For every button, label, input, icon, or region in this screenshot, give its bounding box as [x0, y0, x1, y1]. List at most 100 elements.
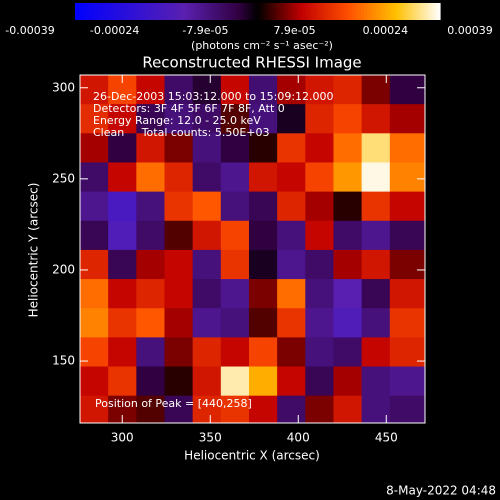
colorbar-swatch — [178, 3, 183, 20]
colorbar-swatch — [172, 3, 176, 20]
colorbar-swatch — [199, 3, 204, 20]
colorbar-swatch — [312, 3, 316, 20]
heatmap-cell — [305, 308, 334, 338]
colorbar-swatch — [233, 3, 237, 20]
heatmap-cell — [108, 279, 137, 309]
heatmap-cell — [277, 337, 306, 368]
heatmap-cell — [389, 104, 425, 134]
colorbar-swatch — [257, 3, 262, 20]
colorbar-swatch — [169, 3, 173, 20]
heatmap-cell — [389, 162, 425, 193]
heatmap-cell — [136, 308, 165, 338]
heatmap-cell — [220, 162, 250, 193]
heatmap-cell — [305, 191, 334, 222]
colorbar-swatch — [363, 3, 368, 20]
heatmap-cell — [108, 220, 137, 251]
heatmap-cell — [389, 133, 425, 163]
colorbar-swatch — [205, 3, 210, 20]
colorbar-tick-label: 0.00039 — [447, 24, 493, 37]
heatmap-cell — [333, 104, 363, 134]
heatmap-cell — [389, 279, 425, 309]
heatmap-cell — [108, 308, 137, 338]
heatmap-cell — [136, 337, 165, 368]
colorbar-swatch — [315, 3, 319, 20]
colorbar-swatch — [388, 3, 392, 20]
colorbar-swatch — [144, 3, 149, 20]
colorbar-swatch — [376, 3, 380, 20]
colorbar-swatch — [360, 3, 365, 20]
heatmap-cell — [248, 162, 278, 193]
heatmap-cell — [361, 104, 391, 134]
colorbar-swatch — [330, 3, 335, 20]
colorbar-swatch — [418, 3, 423, 20]
colorbar-swatch — [424, 3, 429, 20]
colorbar-swatch — [266, 3, 271, 20]
y-tick-label: 200 — [52, 262, 75, 276]
heatmap-cell — [192, 366, 222, 397]
heatmap-cell — [389, 75, 425, 105]
colorbar-swatch — [184, 3, 189, 20]
colorbar-swatch — [138, 3, 143, 20]
heatmap-cell — [164, 249, 194, 280]
heatmap-cell — [277, 308, 306, 338]
x-tick-label: 450 — [375, 431, 398, 445]
heatmap-cell — [277, 279, 306, 309]
colorbar-tick-label: -0.00039 — [5, 24, 54, 37]
heatmap-cell — [164, 104, 194, 134]
colorbar-swatch — [427, 3, 432, 20]
colorbar-swatch — [160, 3, 164, 20]
colorbar-swatch — [90, 3, 94, 20]
heatmap-cell — [220, 220, 250, 251]
heatmap-cell — [80, 249, 109, 280]
colorbar-swatch — [157, 3, 161, 20]
x-tick-label: 300 — [111, 431, 134, 445]
heatmap-cell — [248, 308, 278, 338]
colorbar-swatch — [294, 3, 298, 20]
colorbar-swatch — [297, 3, 301, 20]
heatmap-cell — [305, 337, 334, 368]
colorbar-swatch — [214, 3, 219, 20]
heatmap-cell — [192, 191, 222, 222]
colorbar-swatch — [111, 3, 116, 20]
colorbar-swatch — [81, 3, 85, 20]
colorbar-tick-label: 7.9e-05 — [273, 24, 315, 37]
heatmap-cell — [164, 395, 194, 423]
heatmap-cell — [108, 249, 137, 280]
colorbar-swatch — [287, 3, 292, 20]
heatmap-cell — [192, 279, 222, 309]
colorbar-swatch — [245, 3, 249, 20]
colorbar-swatch — [421, 3, 426, 20]
colorbar-swatch — [342, 3, 347, 20]
heatmap-cell — [305, 279, 334, 309]
heatmap-cell — [108, 366, 137, 397]
heatmap-cell — [192, 395, 222, 423]
heatmap-cell — [333, 249, 363, 280]
heatmap-cell — [277, 104, 306, 134]
colorbar-tick-label: -0.00024 — [90, 24, 139, 37]
colorbar-swatch — [324, 3, 329, 20]
colorbar-swatch — [135, 3, 140, 20]
annotation: Energy Range: 12.0 - 25.0 keV — [93, 114, 261, 127]
colorbar-swatch — [318, 3, 322, 20]
heatmap-cell — [192, 220, 222, 251]
heatmap-cell — [80, 337, 109, 368]
heatmap-cell — [248, 75, 278, 105]
colorbar-swatch — [242, 3, 246, 20]
chart-title: Reconstructed RHESSI Image — [142, 54, 361, 72]
y-tick-label: 250 — [52, 171, 75, 185]
heatmap-cell — [361, 395, 391, 423]
heatmap-cell — [108, 162, 137, 193]
peak-label: Position of Peak = [440,258] — [95, 397, 252, 410]
colorbar-swatch — [269, 3, 274, 20]
heatmap-cell — [80, 162, 109, 193]
colorbar-swatch — [254, 3, 259, 20]
heatmap-cell — [361, 249, 391, 280]
heatmap-cell — [136, 191, 165, 222]
colorbar-swatch — [208, 3, 213, 20]
colorbar-swatch — [385, 3, 389, 20]
heatmap-cell — [389, 337, 425, 368]
colorbar-swatch — [163, 3, 167, 20]
heatmap-cell — [277, 395, 306, 423]
heatmap-cell — [333, 133, 363, 163]
colorbar-swatch — [354, 3, 359, 20]
